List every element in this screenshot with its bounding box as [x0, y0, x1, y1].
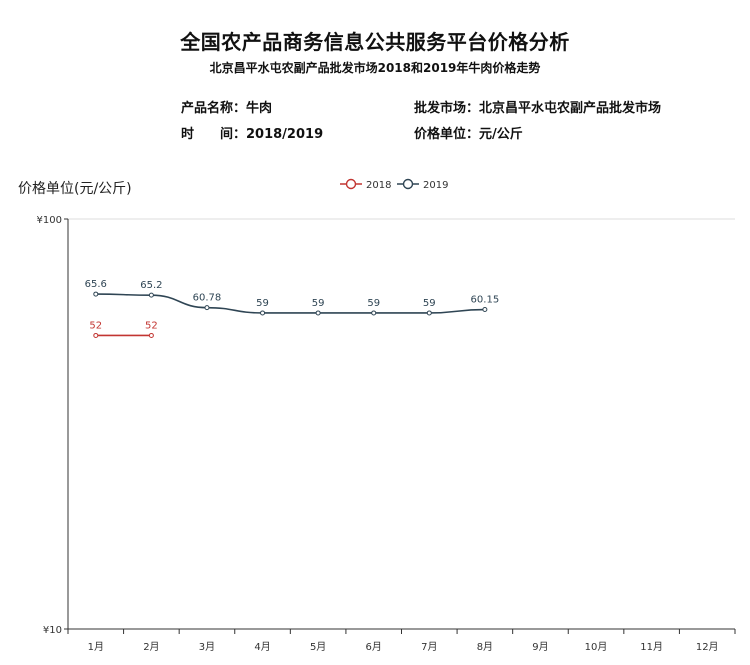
legend-label: 2019 — [423, 180, 448, 191]
x-tick-label: 1月 — [88, 641, 104, 653]
legend-label: 2018 — [366, 180, 391, 191]
x-tick-label: 11月 — [640, 641, 663, 653]
product-name: 产品名称：牛肉 — [181, 101, 273, 116]
page-title: 全国农产品商务信息公共服务平台价格分析 — [180, 30, 570, 54]
series-2018: 52 52 — [89, 320, 158, 338]
data-point — [426, 310, 432, 316]
data-label: 65.2 — [140, 280, 162, 291]
chart-series: 52 52 65.6 65.2 60.78 59 59 59 59 60.15 — [85, 279, 500, 338]
data-point — [148, 292, 154, 298]
y-tick-label: ¥10 — [43, 625, 62, 636]
data-point — [315, 310, 321, 316]
market-name: 批发市场：北京昌平水屯农副产品批发市场 — [414, 101, 662, 116]
legend-marker — [345, 178, 357, 190]
x-tick-label: 3月 — [199, 641, 215, 653]
x-tick-label: 4月 — [254, 641, 270, 653]
legend-item-2018[interactable]: 2018 — [340, 178, 391, 192]
legend-item-2019[interactable]: 2019 — [397, 178, 448, 192]
data-point — [482, 307, 488, 313]
data-label: 65.6 — [85, 279, 107, 290]
data-point — [371, 310, 377, 316]
data-label: 60.78 — [193, 293, 222, 304]
x-tick-label: 8月 — [477, 641, 493, 653]
data-point — [93, 291, 99, 297]
time-period: 时 间：2018/2019 — [181, 127, 324, 142]
x-tick-label: 7月 — [421, 641, 437, 653]
page-subtitle: 北京昌平水屯农副产品批发市场2018和2019年牛肉价格走势 — [209, 61, 541, 75]
data-label: 60.15 — [471, 295, 500, 306]
x-tick-label: 9月 — [532, 641, 548, 653]
series-line-2019 — [95, 293, 485, 314]
series-2019: 65.6 65.2 60.78 59 59 59 59 60.15 — [85, 279, 500, 316]
data-label: 59 — [312, 298, 325, 309]
x-tick-label: 5月 — [310, 641, 326, 653]
x-tick-label: 12月 — [696, 641, 719, 653]
data-label: 52 — [89, 320, 102, 331]
data-label: 59 — [256, 298, 269, 309]
chart-axes: ¥100 ¥10 1月 2月 3月 4月 5月 6月 7月 8月 9月 10月 11月 12月 — [37, 215, 736, 653]
data-label: 59 — [423, 298, 436, 309]
chart-legend[interactable]: 2018 2019 — [340, 178, 448, 192]
x-tick-label: 10月 — [585, 641, 608, 653]
data-point — [148, 332, 154, 338]
y-axis-label: 价格单位(元/公斤) — [18, 181, 132, 197]
data-label: 52 — [145, 320, 158, 331]
legend-marker — [402, 178, 414, 190]
data-point — [204, 305, 210, 311]
price-unit: 价格单位：元/公斤 — [414, 127, 523, 142]
y-tick-label: ¥100 — [37, 215, 62, 226]
x-tick-label: 6月 — [366, 641, 382, 653]
data-point — [260, 310, 266, 316]
data-point — [93, 332, 99, 338]
x-tick-label: 2月 — [143, 641, 159, 653]
data-label: 59 — [367, 298, 380, 309]
